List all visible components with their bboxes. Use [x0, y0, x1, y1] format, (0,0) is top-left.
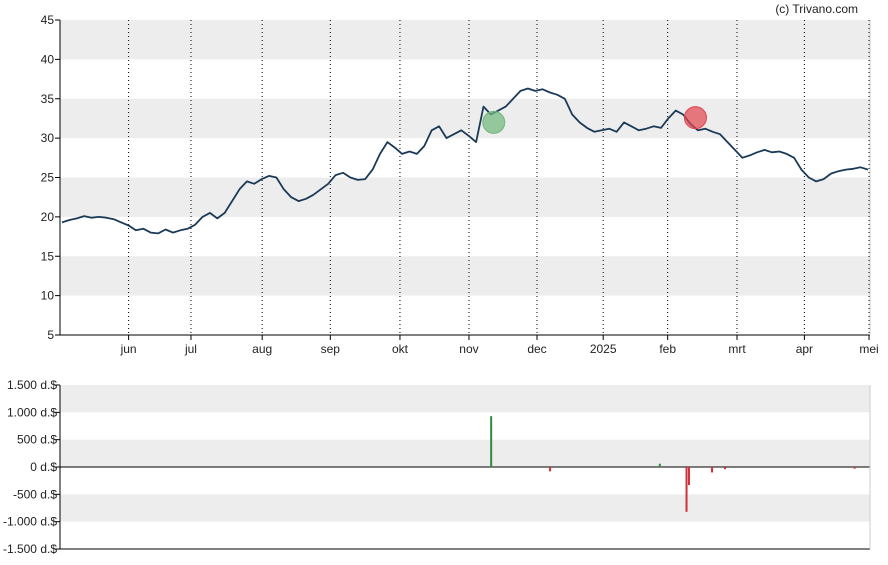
volume-bar — [685, 467, 688, 512]
volume-y-tick-label: -1.000 d.$ — [3, 515, 57, 529]
y-tick-label: 5 — [47, 328, 54, 342]
volume-bar — [549, 467, 552, 472]
y-tick-label: 30 — [41, 131, 55, 145]
volume-bar — [711, 467, 714, 473]
volume-grid-band — [60, 385, 870, 413]
x-tick-label: dec — [527, 342, 546, 356]
price-series-line — [61, 87, 869, 235]
buy-marker — [482, 110, 506, 134]
volume-grid-band — [60, 494, 870, 522]
x-tick-label: jul — [184, 342, 197, 356]
y-tick-label: 45 — [41, 13, 55, 27]
x-tick-label: sep — [321, 342, 341, 356]
y-tick-label: 25 — [41, 171, 55, 185]
volume-bar — [490, 416, 493, 467]
volume-y-tick-label: -500 d.$ — [13, 487, 57, 501]
volume-y-tick-label: 0 d.$ — [30, 460, 57, 474]
volume-y-tick-label: 1.500 d.$ — [7, 378, 57, 392]
x-tick-label: feb — [659, 342, 676, 356]
sell-marker — [683, 106, 707, 130]
y-tick-label: 40 — [41, 52, 55, 66]
volume-bar — [658, 463, 661, 467]
x-tick-label: okt — [392, 342, 409, 356]
volume-bar — [853, 467, 856, 469]
x-tick-label: mei — [859, 342, 878, 356]
price-panel: jun jul aug sep okt nov dec 2025 feb mrt apr mei510… — [41, 13, 879, 356]
price-grid-band — [60, 98, 870, 139]
y-tick-label: 10 — [41, 289, 55, 303]
insider-volume-panel: 1.500 d.$ 1.000 d.$ 500 d.$ 0 d.$ -500 d.$ -1… — [3, 378, 871, 556]
y-tick-label: 20 — [41, 210, 55, 224]
credit-text: (c) Trivano.com — [775, 2, 858, 16]
y-tick-label: 15 — [41, 249, 55, 263]
x-tick-label: aug — [252, 342, 272, 356]
x-tick-label: jun — [120, 342, 137, 356]
y-tick-label: 35 — [41, 92, 55, 106]
volume-bar — [687, 467, 690, 486]
volume-bar — [724, 467, 727, 470]
price-grid-band — [60, 256, 870, 296]
x-tick-label: nov — [459, 342, 478, 356]
volume-y-tick-label: -1.500 d.$ — [3, 542, 57, 556]
x-tick-label: 2025 — [590, 342, 617, 356]
volume-y-tick-label: 1.000 d.$ — [7, 405, 57, 419]
price-grid-band — [60, 20, 870, 60]
volume-grid-band — [60, 439, 870, 467]
price-grid-band — [60, 177, 870, 217]
x-tick-label: apr — [796, 342, 813, 356]
x-tick-label: mrt — [728, 342, 746, 356]
volume-y-tick-label: 500 d.$ — [17, 433, 57, 447]
